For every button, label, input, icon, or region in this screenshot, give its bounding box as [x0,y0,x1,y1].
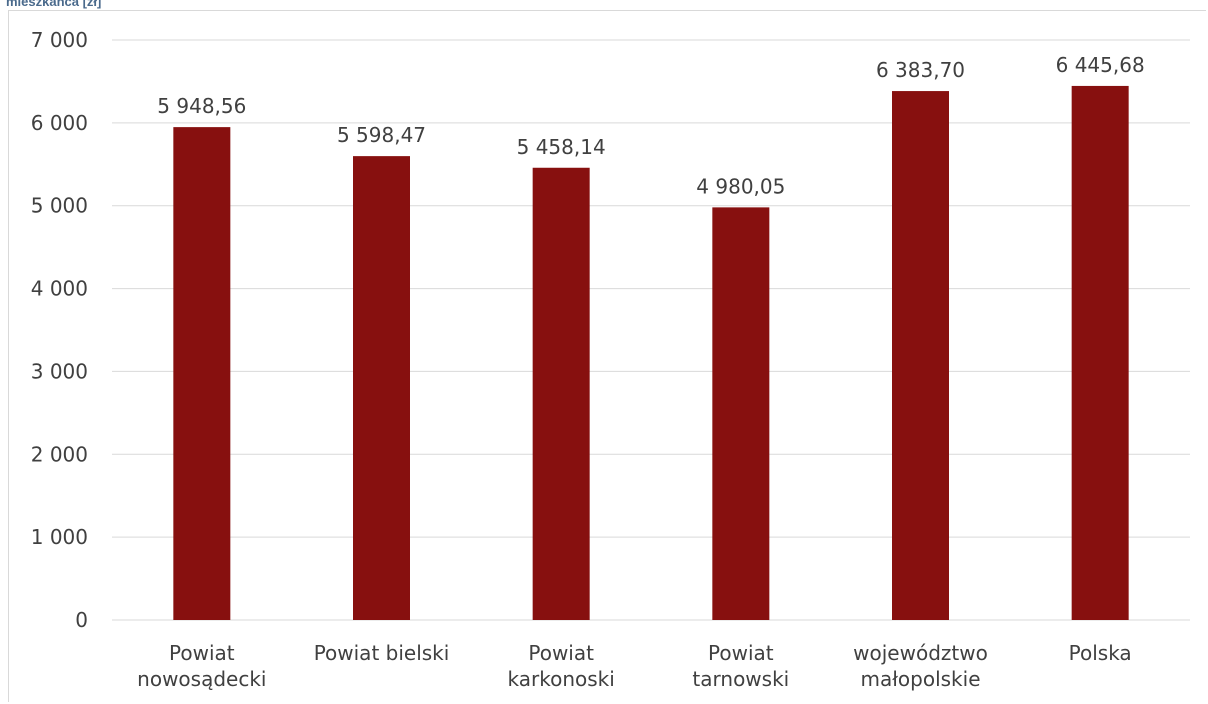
data-label: 5 598,47 [337,123,426,147]
data-label: 5 458,14 [517,135,606,159]
bar [532,167,590,620]
x-tick-label: Powiat bielski [314,641,450,665]
x-axis-tick-labels: Powiat nowosądecki Powiat bielski Powiat kar… [137,641,1132,691]
y-tick-label: 3 000 [31,359,88,383]
y-tick-label: 0 [75,608,88,632]
x-tick-label: Powiat nowosądecki [137,641,266,691]
data-label: 6 383,70 [876,58,965,82]
x-tick-label: Polska [1069,641,1132,665]
bar [892,91,949,620]
bars [173,85,1129,620]
chart-frame [8,10,1206,702]
y-tick-label: 5 000 [31,194,88,218]
bar [353,156,410,620]
y-tick-label: 4 000 [31,277,88,301]
x-tick-label: Powiat karkonoski [508,641,615,691]
y-tick-label: 7 000 [31,28,88,52]
data-label: 5 948,56 [157,94,246,118]
data-label: 4 980,05 [696,174,785,198]
chart-caption: mieszkańca [zł] [6,0,102,9]
y-tick-label: 2 000 [31,442,88,466]
gridlines [112,39,1190,621]
x-tick-label: Powiat tarnowski [692,641,789,691]
y-tick-label: 6 000 [31,111,88,135]
bar [1071,85,1129,620]
bar [173,127,231,620]
bar [712,207,770,620]
data-label: 6 445,68 [1056,53,1145,77]
x-tick-label: województwo małopolskie [853,641,988,691]
y-axis-tick-labels: 0 1 000 2 000 3 000 4 000 5 000 6 000 7 000 [31,28,88,632]
y-tick-label: 1 000 [31,525,88,549]
data-labels: 5 948,56 5 598,47 5 458,14 4 980,05 6 383,70… [157,53,1144,198]
